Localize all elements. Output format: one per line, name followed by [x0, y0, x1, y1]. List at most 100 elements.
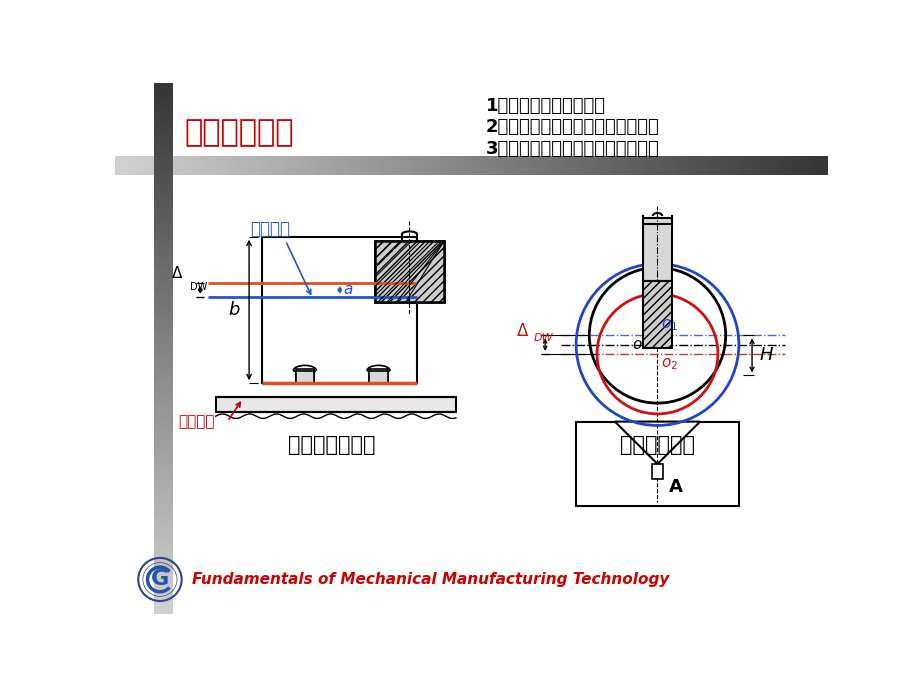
Polygon shape [153, 285, 173, 287]
Polygon shape [153, 197, 173, 199]
Text: DW: DW [533, 333, 552, 344]
Polygon shape [652, 156, 656, 175]
Text: 基准不重合误差: 基准不重合误差 [288, 435, 375, 455]
Polygon shape [250, 156, 254, 175]
Polygon shape [153, 123, 173, 126]
Polygon shape [153, 383, 173, 386]
Polygon shape [802, 156, 806, 175]
Polygon shape [153, 386, 173, 388]
Polygon shape [799, 156, 802, 175]
Polygon shape [503, 156, 506, 175]
Polygon shape [153, 532, 173, 534]
Polygon shape [557, 156, 560, 175]
Polygon shape [153, 301, 173, 304]
Text: 定位误差分析: 定位误差分析 [185, 119, 294, 148]
Polygon shape [153, 91, 173, 93]
Polygon shape [667, 156, 671, 175]
Polygon shape [400, 156, 403, 175]
Polygon shape [379, 156, 382, 175]
Polygon shape [343, 156, 346, 175]
Polygon shape [129, 156, 132, 175]
Text: 工序基准: 工序基准 [250, 220, 289, 238]
Polygon shape [791, 156, 795, 175]
Text: $\Delta$: $\Delta$ [171, 266, 183, 282]
Polygon shape [785, 156, 788, 175]
Bar [369, 371, 388, 383]
Polygon shape [136, 156, 140, 175]
Polygon shape [702, 156, 706, 175]
Polygon shape [153, 566, 173, 569]
Text: b: b [228, 301, 240, 319]
Polygon shape [364, 156, 368, 175]
Polygon shape [153, 404, 173, 407]
Polygon shape [392, 156, 396, 175]
Polygon shape [153, 195, 173, 197]
Polygon shape [153, 308, 173, 311]
Polygon shape [153, 370, 173, 373]
Polygon shape [153, 433, 173, 436]
Polygon shape [153, 354, 173, 357]
Polygon shape [153, 444, 173, 446]
Polygon shape [153, 442, 173, 444]
Polygon shape [153, 340, 173, 343]
Polygon shape [153, 521, 173, 524]
Polygon shape [153, 126, 173, 128]
Bar [216, 397, 456, 413]
Polygon shape [153, 168, 173, 170]
Polygon shape [153, 279, 173, 282]
Polygon shape [596, 156, 599, 175]
Polygon shape [208, 156, 211, 175]
Polygon shape [553, 156, 557, 175]
Polygon shape [153, 224, 173, 226]
Polygon shape [153, 136, 173, 139]
Polygon shape [685, 156, 688, 175]
Polygon shape [153, 250, 173, 253]
Polygon shape [153, 93, 173, 96]
Polygon shape [489, 156, 493, 175]
Polygon shape [681, 156, 685, 175]
Polygon shape [153, 192, 173, 195]
Polygon shape [731, 156, 734, 175]
Polygon shape [153, 242, 173, 245]
Polygon shape [153, 505, 173, 508]
Polygon shape [153, 237, 173, 239]
Polygon shape [261, 156, 265, 175]
Polygon shape [332, 156, 335, 175]
Polygon shape [153, 601, 173, 604]
Polygon shape [153, 101, 173, 104]
Polygon shape [560, 156, 563, 175]
Polygon shape [153, 582, 173, 585]
Polygon shape [153, 160, 173, 162]
Polygon shape [122, 156, 126, 175]
Bar [642, 217, 672, 281]
Polygon shape [781, 156, 785, 175]
Polygon shape [153, 373, 173, 375]
Polygon shape [350, 156, 354, 175]
Polygon shape [428, 156, 432, 175]
Polygon shape [153, 155, 173, 157]
Polygon shape [468, 156, 471, 175]
Polygon shape [153, 149, 173, 152]
Polygon shape [200, 156, 204, 175]
Polygon shape [153, 317, 173, 319]
Polygon shape [153, 266, 173, 268]
Polygon shape [153, 333, 173, 335]
Text: 定位基准: 定位基准 [178, 414, 215, 429]
Polygon shape [414, 156, 417, 175]
Polygon shape [614, 156, 617, 175]
Polygon shape [318, 156, 322, 175]
Polygon shape [360, 156, 364, 175]
Text: $o_1$: $o_1$ [660, 317, 677, 333]
Polygon shape [322, 156, 325, 175]
Polygon shape [153, 271, 173, 274]
Polygon shape [153, 218, 173, 221]
Polygon shape [153, 611, 173, 614]
Polygon shape [179, 156, 183, 175]
Polygon shape [153, 593, 173, 595]
Polygon shape [153, 423, 173, 426]
Polygon shape [777, 156, 781, 175]
Polygon shape [153, 346, 173, 348]
Polygon shape [464, 156, 468, 175]
Polygon shape [289, 156, 293, 175]
Polygon shape [153, 202, 173, 205]
